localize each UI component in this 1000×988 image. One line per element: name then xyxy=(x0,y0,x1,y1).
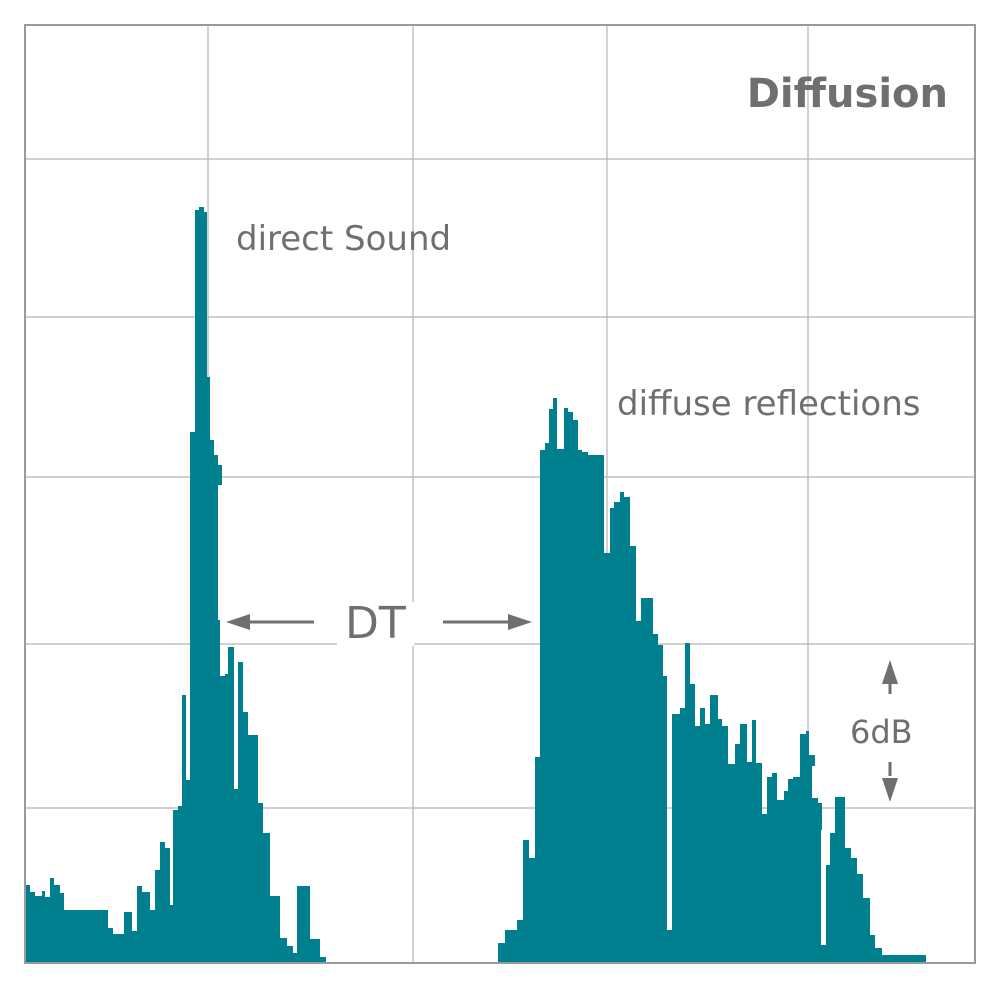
direct-sound-label: direct Sound xyxy=(236,219,452,259)
chart-title: Diffusion xyxy=(746,71,948,117)
dt-label: DT xyxy=(337,602,414,646)
grid xyxy=(25,25,975,963)
diffuse-reflections-histogram xyxy=(498,398,926,963)
arrow-right-icon xyxy=(508,614,532,630)
dt-arrows xyxy=(226,614,532,630)
db-arrows xyxy=(882,660,898,802)
arrow-up-icon xyxy=(882,660,898,684)
db-scale-label: 6dB xyxy=(850,713,913,751)
arrow-down-icon xyxy=(882,778,898,802)
arrow-left-icon xyxy=(226,614,250,630)
direct-sound-histogram xyxy=(25,207,326,963)
plot-frame xyxy=(24,24,976,964)
diffuse-reflections-label: diffuse reflections xyxy=(617,384,921,424)
